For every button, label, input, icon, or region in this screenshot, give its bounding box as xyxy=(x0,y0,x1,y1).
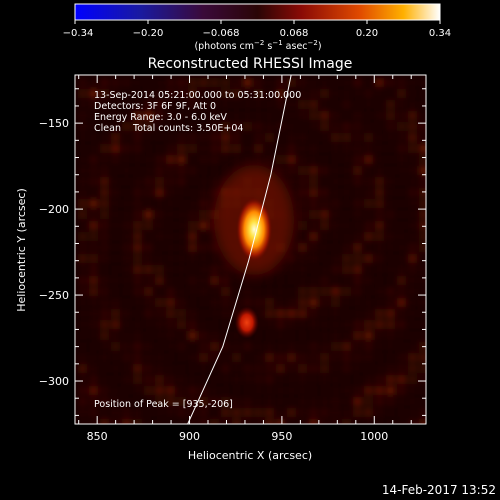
colorbar-unit-label: (photons cm−2 s−1 asec−2) xyxy=(194,39,321,52)
annotation-peak-position: Position of Peak = [935,-206] xyxy=(94,399,233,410)
x-tick-label: 1000 xyxy=(360,430,388,443)
source-main xyxy=(236,197,273,262)
x-tick-label: 900 xyxy=(179,430,200,443)
y-tick-label: −250 xyxy=(39,289,69,302)
x-axis: 850 900 950 1000 xyxy=(78,75,412,443)
ripple-pattern xyxy=(78,78,426,424)
annotation-detectors: Detectors: 3F 6F 9F, Att 0 xyxy=(94,101,216,112)
y-tick-label: −200 xyxy=(39,203,69,216)
colorbar xyxy=(74,3,441,21)
colorbar-tick-label: −0.34 xyxy=(63,28,94,39)
x-axis-label: Heliocentric X (arcsec) xyxy=(188,449,312,462)
plot-frame xyxy=(74,74,427,425)
colorbar-tick-label: 0.20 xyxy=(356,28,378,39)
colorbar-tick-label: −0.068 xyxy=(202,28,239,39)
annotation-energy-range: Energy Range: 3.0 - 6.0 keV xyxy=(94,112,227,123)
colorbar-ticks xyxy=(74,20,441,24)
annotation-clean-counts: Clean Total counts: 3.50E+04 xyxy=(94,123,243,134)
chart-title: Reconstructed RHESSI Image xyxy=(148,56,353,72)
x-tick-label: 850 xyxy=(87,430,108,443)
colorbar-tick-label: 0.068 xyxy=(280,28,309,39)
y-tick-label: −300 xyxy=(39,375,69,388)
y-axis-label: Heliocentric Y (arcsec) xyxy=(15,188,28,312)
y-tick-label: −150 xyxy=(39,117,69,130)
source-secondary xyxy=(234,306,259,339)
colorbar-tick-label: −0.20 xyxy=(133,28,164,39)
footer-date: 14-Feb-2017 13:52 xyxy=(382,483,496,497)
annotation-time-range: 13-Sep-2014 05:21:00.000 to 05:31:00.000 xyxy=(94,90,301,101)
colorbar-tick-label: 0.34 xyxy=(429,28,451,39)
y-axis: −150 −200 −250 −300 xyxy=(39,88,426,416)
solar-limb-curve xyxy=(187,75,292,424)
x-tick-label: 950 xyxy=(271,430,292,443)
